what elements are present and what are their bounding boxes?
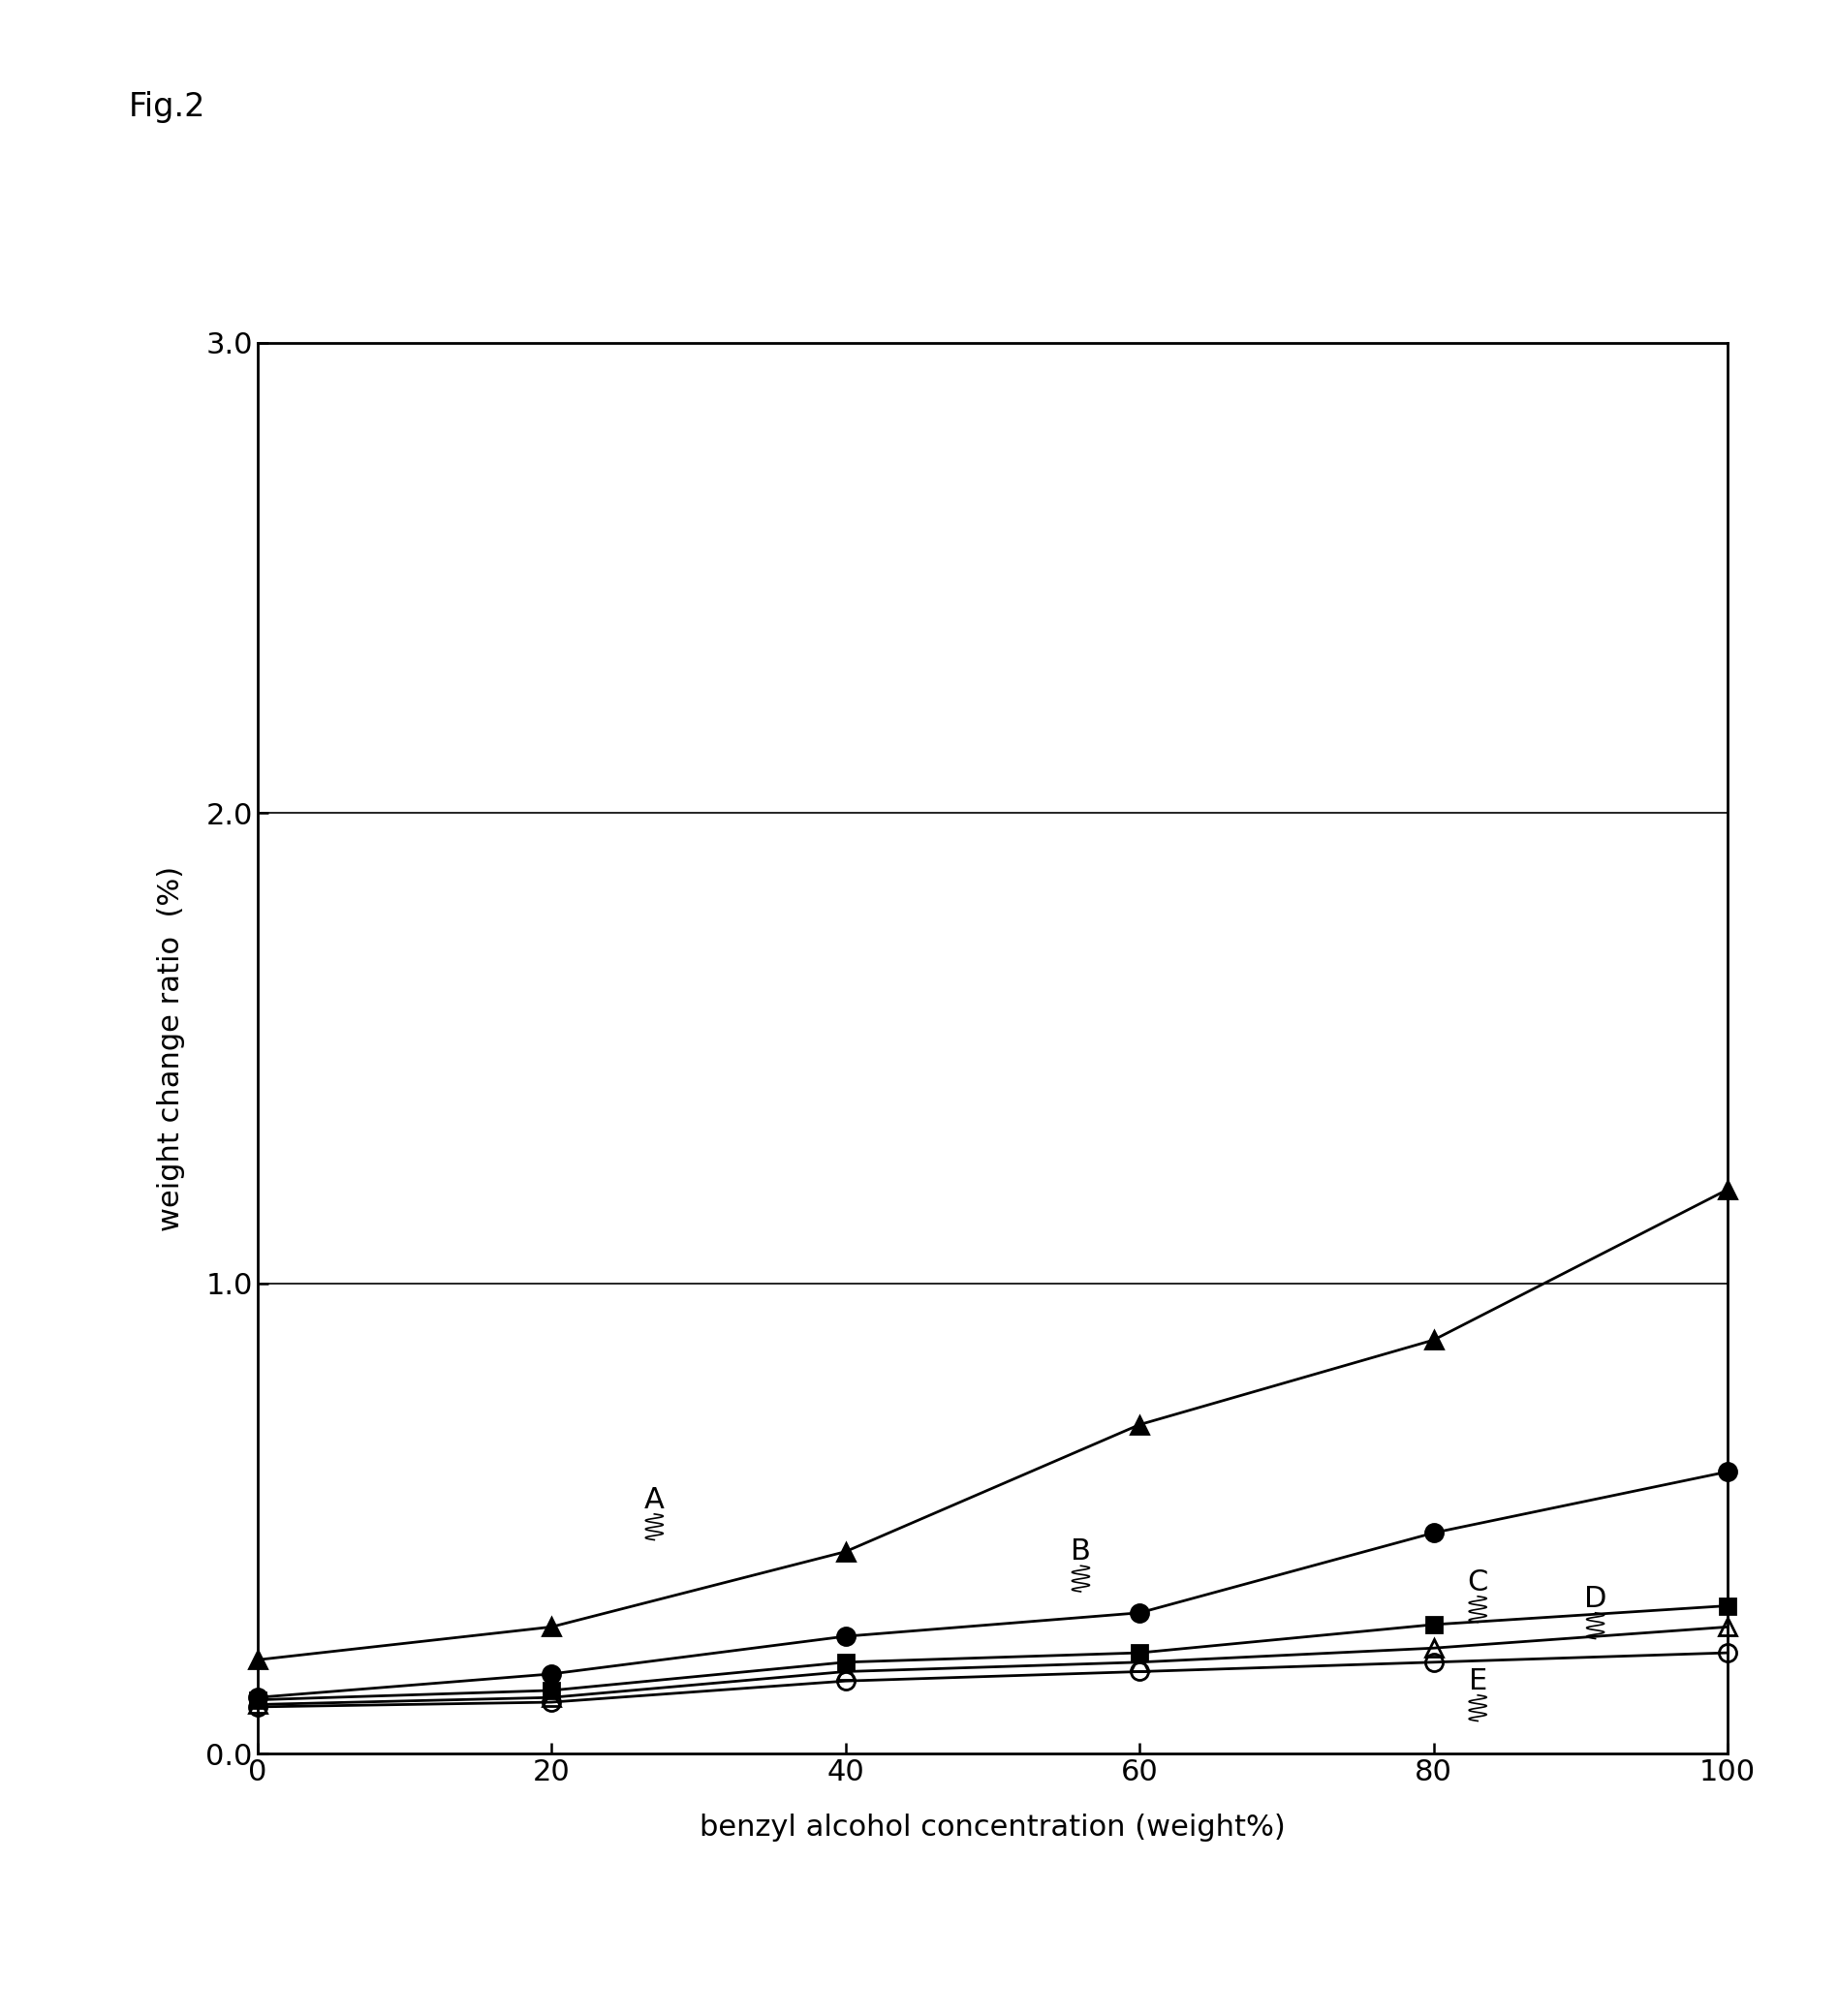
- X-axis label: benzyl alcohol concentration (weight%): benzyl alcohol concentration (weight%): [700, 1814, 1285, 1843]
- Text: C: C: [1467, 1568, 1489, 1597]
- Text: E: E: [1469, 1667, 1487, 1695]
- Text: A: A: [643, 1486, 665, 1514]
- Text: D: D: [1584, 1585, 1606, 1613]
- Text: B: B: [1070, 1538, 1092, 1566]
- Y-axis label: weight change ratio  (%): weight change ratio (%): [158, 865, 186, 1232]
- Text: Fig.2: Fig.2: [129, 91, 206, 123]
